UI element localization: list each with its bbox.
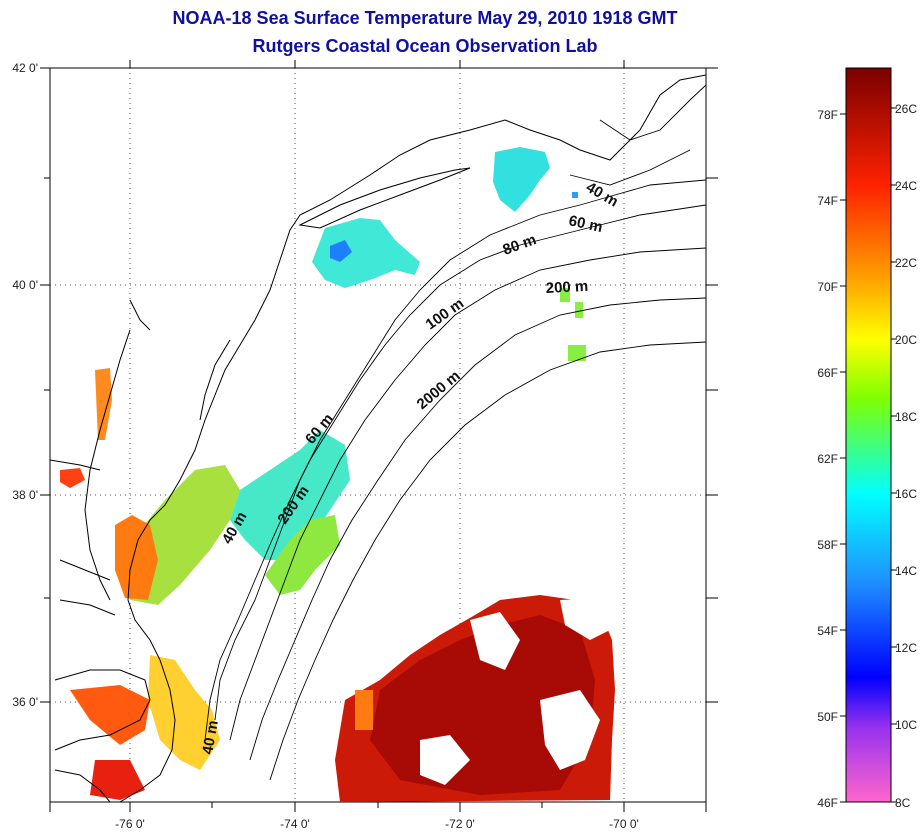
colorbar-f-label: 70F	[817, 280, 838, 294]
sst-patch-shelf-green	[265, 515, 340, 595]
sst-patch-bay-lower	[60, 468, 85, 488]
colorbar-c-label: 26C	[895, 102, 917, 116]
sst-gap-2	[540, 690, 600, 770]
sst-patch-shelf-3	[568, 345, 586, 361]
colorbar-f-label: 58F	[817, 538, 838, 552]
map-title: NOAA-18 Sea Surface Temperature May 29, …	[172, 8, 678, 28]
colorbar-f-label: 78F	[817, 108, 838, 122]
sst-gap-4	[560, 598, 610, 640]
lat-tick-label: 42 0'	[12, 61, 38, 75]
colorbar-f-label: 54F	[817, 624, 838, 638]
lon-tick-label: -74 0'	[280, 817, 310, 831]
lon-tick-label: -70 0'	[609, 817, 639, 831]
bathymetry-contours	[204, 84, 706, 781]
colorbar-c-label: 18C	[895, 410, 917, 424]
sst-patch-ny-blue	[330, 240, 352, 262]
sst-gap-3	[420, 735, 470, 785]
sst-patch-hatteras-orange	[355, 690, 373, 730]
colorbar-c-label: 14C	[895, 564, 917, 578]
colorbar-f-label: 66F	[817, 366, 838, 380]
colorbar-c-label: 16C	[895, 487, 917, 501]
colorbar-c-label: 22C	[895, 256, 917, 270]
lat-tick-label: 36 0'	[12, 695, 38, 709]
sst-patch-shelf-2	[575, 302, 583, 318]
colorbar-f-label: 62F	[817, 452, 838, 466]
map-subtitle: Rutgers Coastal Ocean Observation Lab	[252, 36, 598, 56]
lat-tick-labels: 42 0' 40 0' 38 0' 36 0'	[12, 61, 38, 709]
lat-tick-label: 40 0'	[12, 278, 38, 292]
sst-patch-ny-bight	[312, 218, 420, 288]
lon-tick-labels: -76 0' -74 0' -72 0' -70 0'	[115, 817, 639, 831]
colorbar-f-label: 74F	[817, 194, 838, 208]
contour-label: 200 m	[545, 278, 588, 297]
sst-patch-bay-upper	[95, 368, 112, 440]
contour-label: 40 m	[199, 719, 222, 756]
sst-patch-chesapeake-orange	[115, 515, 158, 600]
colorbar-gradient	[845, 67, 892, 803]
sst-patch-outer-banks	[148, 655, 220, 770]
sst-patch-southern-sound	[90, 760, 145, 800]
sst-patch-shelf-4	[572, 192, 578, 198]
colorbar-c-label: 24C	[895, 179, 917, 193]
sst-data	[60, 147, 615, 802]
coastline	[50, 74, 706, 802]
colorbar-c-label: 10C	[895, 718, 917, 732]
colorbar-c-label: 12C	[895, 641, 917, 655]
sst-patch-shelf-38n	[230, 430, 350, 560]
colorbar-f-label: 46F	[817, 796, 838, 810]
sst-patch-cape-cod	[493, 147, 550, 212]
sst-patch-pamlico	[70, 685, 150, 745]
colorbar: 78F 74F 70F 66F 62F 58F 54F 50F 46F 26C …	[817, 67, 917, 810]
colorbar-c-label: 8C	[895, 796, 911, 810]
lon-tick-label: -72 0'	[445, 817, 475, 831]
colorbar-c-label: 20C	[895, 333, 917, 347]
contour-label: 60 m	[567, 212, 604, 236]
axis-ticks	[40, 60, 718, 812]
lon-tick-label: -76 0'	[115, 817, 145, 831]
sst-patch-shelf-1	[560, 288, 570, 302]
sst-gap-1	[470, 612, 520, 670]
lat-tick-label: 38 0'	[12, 488, 38, 502]
colorbar-f-label: 50F	[817, 710, 838, 724]
